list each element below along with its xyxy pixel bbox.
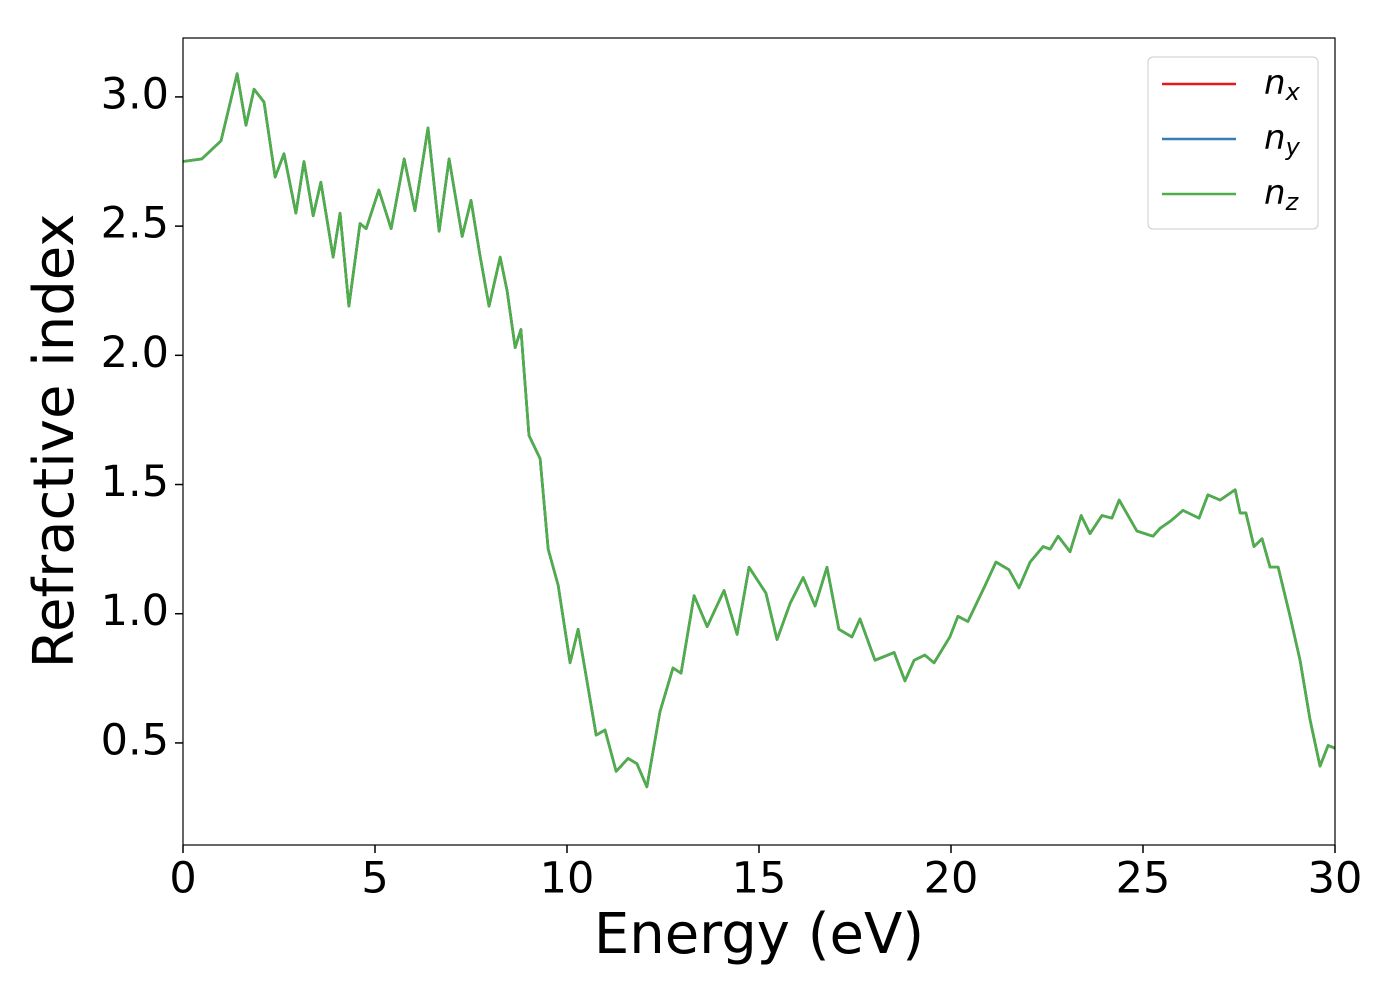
x-axis-label: Energy (eV) [594, 902, 924, 967]
legend-label: nz [1264, 173, 1300, 217]
x-tick-label: 10 [540, 854, 595, 904]
x-tick-label: 30 [1308, 854, 1363, 904]
y-tick-label: 0.5 [101, 715, 169, 765]
x-tick-label: 5 [361, 854, 388, 904]
plot-frame [182, 37, 1336, 846]
legend-label: nx [1264, 63, 1301, 107]
y-tick-label: 2.5 [101, 199, 169, 249]
data-line [182, 72, 1336, 789]
y-tick-label: 1.5 [101, 457, 169, 507]
x-tick-label: 0 [169, 854, 196, 904]
x-tick-label: 20 [924, 854, 979, 904]
y-tick-label: 1.0 [101, 586, 169, 636]
legend-label: ny [1264, 118, 1301, 162]
y-axis-label: Refractive index [22, 214, 87, 669]
x-tick-label: 15 [732, 854, 787, 904]
x-tick-label: 25 [1116, 854, 1171, 904]
y-tick-label: 3.0 [101, 69, 169, 119]
y-tick-label: 2.0 [101, 328, 169, 378]
legend-box [1147, 56, 1319, 230]
